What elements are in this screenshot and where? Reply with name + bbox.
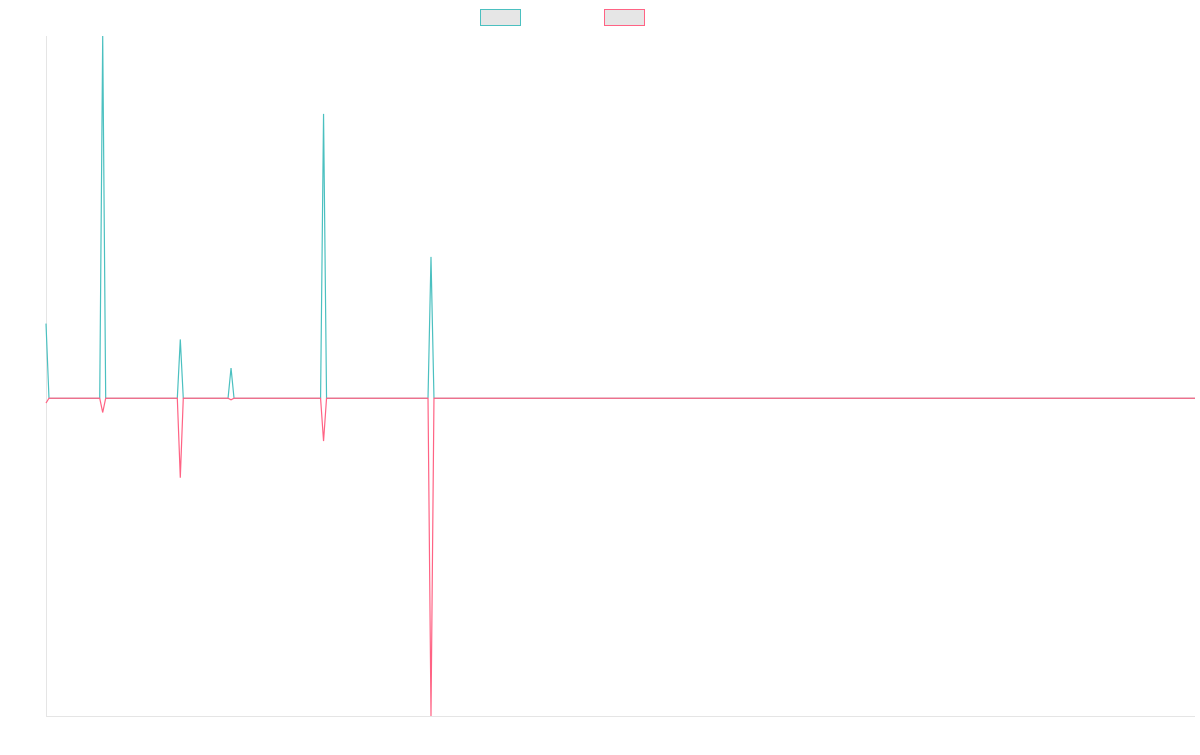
- legend: [480, 9, 645, 26]
- series-layer: [45, 35, 1195, 717]
- series-line-2[interactable]: [45, 397, 1195, 717]
- legend-item-series-2[interactable]: [604, 9, 645, 26]
- legend-swatch-series-1: [480, 9, 521, 26]
- legend-item-series-1[interactable]: [480, 9, 521, 26]
- series-line-1[interactable]: [45, 35, 1195, 399]
- legend-swatch-series-2: [604, 9, 645, 26]
